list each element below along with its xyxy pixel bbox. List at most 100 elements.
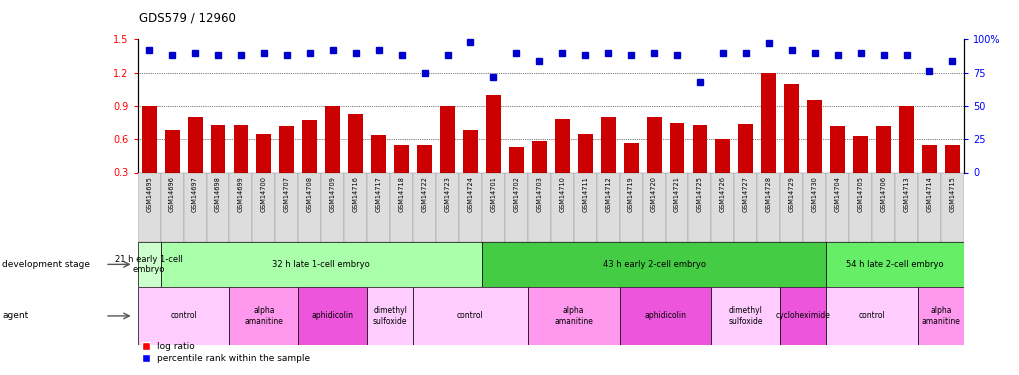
Bar (138, 242, 161, 287)
Bar (554, 119, 570, 172)
Text: GSM14728: GSM14728 (765, 176, 771, 212)
Bar (485, 95, 500, 172)
Bar (738, 124, 753, 172)
Bar (848, 172, 871, 242)
Text: GSM14717: GSM14717 (375, 176, 381, 212)
Text: agent: agent (2, 311, 29, 320)
Bar (481, 242, 825, 287)
Text: GDS579 / 12960: GDS579 / 12960 (139, 11, 235, 24)
Text: GSM14698: GSM14698 (215, 176, 221, 212)
Text: GSM14729: GSM14729 (788, 176, 794, 212)
Bar (504, 172, 528, 242)
Bar (229, 172, 253, 242)
Bar (508, 147, 524, 172)
Text: GSM14711: GSM14711 (582, 176, 588, 212)
Text: GSM14714: GSM14714 (925, 176, 931, 212)
Bar (302, 120, 317, 172)
Text: GSM14707: GSM14707 (283, 176, 289, 212)
Text: dimethyl
sulfoxide: dimethyl sulfoxide (728, 306, 762, 326)
Text: GSM14695: GSM14695 (146, 176, 152, 212)
Bar (279, 126, 294, 172)
Bar (756, 172, 780, 242)
Bar (711, 172, 734, 242)
Bar (668, 123, 684, 172)
Bar (806, 100, 821, 172)
Bar (646, 117, 661, 172)
Bar (734, 172, 756, 242)
Text: 43 h early 2-cell embryo: 43 h early 2-cell embryo (602, 260, 705, 269)
Bar (711, 287, 780, 345)
Text: GSM14730: GSM14730 (811, 176, 817, 212)
Bar (389, 172, 413, 242)
Text: GSM14725: GSM14725 (696, 176, 702, 212)
Bar (142, 106, 157, 172)
Bar (206, 172, 229, 242)
Bar (161, 172, 183, 242)
Text: GSM14713: GSM14713 (903, 176, 909, 212)
Bar (600, 117, 615, 172)
Text: 21 h early 1-cell
embryo: 21 h early 1-cell embryo (115, 255, 183, 274)
Bar (895, 172, 917, 242)
Text: GSM14722: GSM14722 (421, 176, 427, 212)
Bar (459, 172, 481, 242)
Bar (620, 172, 642, 242)
Bar (573, 172, 596, 242)
Bar (780, 287, 825, 345)
Bar (417, 145, 432, 172)
Bar (256, 134, 271, 172)
Text: GSM14705: GSM14705 (857, 176, 863, 212)
Bar (229, 287, 298, 345)
Bar (692, 125, 707, 172)
Legend: log ratio, percentile rank within the sample: log ratio, percentile rank within the sa… (142, 342, 310, 363)
Bar (138, 287, 229, 345)
Bar (233, 125, 249, 172)
Bar (642, 172, 664, 242)
Bar (298, 287, 367, 345)
Bar (825, 287, 917, 345)
Text: GSM14716: GSM14716 (353, 176, 359, 212)
Bar (803, 172, 825, 242)
Text: aphidicolin: aphidicolin (644, 311, 686, 320)
Bar (463, 130, 478, 172)
Bar (531, 141, 546, 172)
Text: 32 h late 1-cell embryo: 32 h late 1-cell embryo (272, 260, 370, 269)
Bar (435, 172, 459, 242)
Text: GSM14699: GSM14699 (237, 176, 244, 212)
Bar (917, 287, 963, 345)
Bar (138, 172, 161, 242)
Text: cycloheximide: cycloheximide (775, 311, 829, 320)
Bar (325, 106, 340, 172)
Bar (917, 172, 940, 242)
Bar (550, 172, 573, 242)
Text: alpha
amanitine: alpha amanitine (553, 306, 593, 326)
Bar (784, 84, 799, 172)
Text: GSM14708: GSM14708 (307, 176, 313, 212)
Bar (623, 142, 638, 172)
Bar (829, 126, 845, 172)
Bar (210, 125, 225, 172)
Text: GSM14697: GSM14697 (192, 176, 198, 212)
Text: GSM14719: GSM14719 (628, 176, 634, 212)
Bar (780, 172, 803, 242)
Text: alpha
amanitine: alpha amanitine (245, 306, 283, 326)
Text: alpha
amanitine: alpha amanitine (920, 306, 960, 326)
Text: GSM14700: GSM14700 (261, 176, 267, 212)
Bar (275, 172, 298, 242)
Bar (253, 172, 275, 242)
Bar (367, 172, 389, 242)
Bar (714, 139, 730, 172)
Bar (183, 172, 206, 242)
Text: GSM14712: GSM14712 (604, 176, 610, 212)
Text: 54 h late 2-cell embryo: 54 h late 2-cell embryo (846, 260, 943, 269)
Bar (413, 172, 436, 242)
Text: GSM14702: GSM14702 (513, 176, 519, 212)
Bar (528, 287, 620, 345)
Bar (688, 172, 711, 242)
Bar (871, 172, 895, 242)
Text: control: control (858, 311, 884, 320)
Text: control: control (170, 311, 197, 320)
Text: GSM14709: GSM14709 (329, 176, 335, 212)
Text: GSM14703: GSM14703 (536, 176, 542, 212)
Bar (875, 126, 891, 172)
Bar (481, 172, 504, 242)
